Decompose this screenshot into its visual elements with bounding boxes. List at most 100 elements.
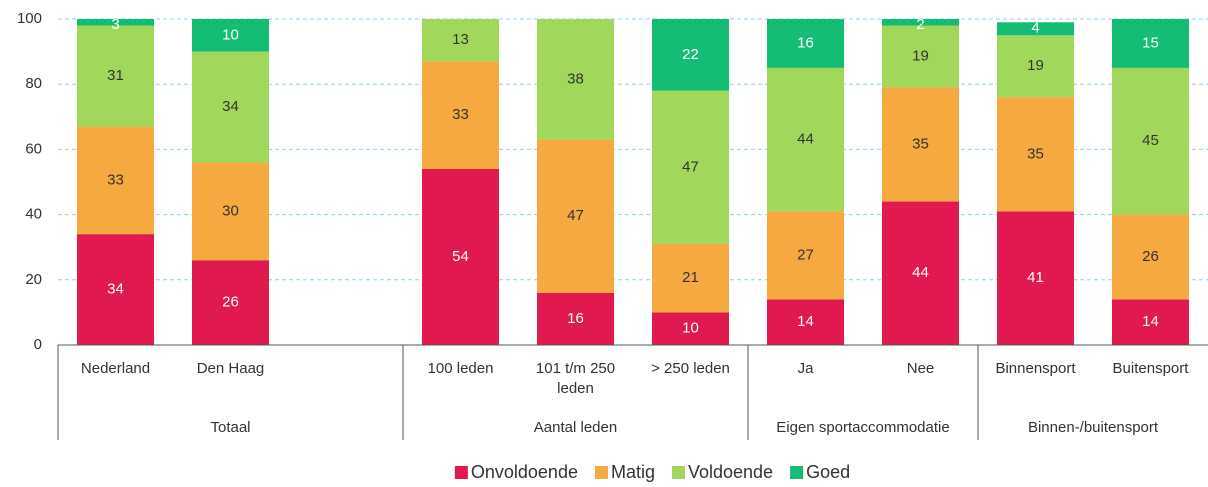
x-tick-label: Binnensport	[995, 360, 1076, 377]
value-label: 34	[222, 98, 239, 115]
x-tick-label: > 250 leden	[651, 360, 730, 377]
value-label: 15	[1142, 34, 1159, 51]
group-label: Aantal leden	[534, 419, 617, 436]
bar-segment	[77, 25, 154, 127]
value-label: 30	[222, 202, 239, 219]
value-label: 19	[912, 47, 929, 64]
value-label: 31	[107, 67, 124, 84]
legend-item: Matig	[594, 462, 655, 482]
bar-segment	[767, 19, 844, 68]
value-label: 33	[107, 171, 124, 188]
value-label: 44	[912, 264, 929, 281]
value-label: 2	[916, 16, 924, 33]
value-label: 41	[1027, 269, 1044, 286]
x-tick-label: Ja	[798, 360, 815, 377]
x-tick-label: Buitensport	[1113, 360, 1190, 377]
bar-segment	[652, 90, 729, 244]
bar-segment	[77, 234, 154, 345]
legend-label: Voldoende	[688, 462, 773, 482]
value-label: 35	[1027, 145, 1044, 162]
value-label: 47	[682, 158, 699, 175]
bars	[77, 19, 1189, 345]
x-tick-label: Nee	[907, 360, 935, 377]
y-tick-label: 20	[25, 271, 42, 288]
bar-segment	[1112, 214, 1189, 300]
bar-segment	[537, 292, 614, 345]
value-label: 26	[1142, 248, 1159, 265]
legend-label: Matig	[611, 462, 655, 482]
value-label: 13	[452, 31, 469, 48]
value-label: 47	[567, 207, 584, 224]
bar-segment	[1112, 19, 1189, 68]
bar-segment	[192, 51, 269, 163]
bar-segment	[997, 22, 1074, 36]
bar-segment	[537, 19, 614, 140]
value-label: 10	[682, 320, 699, 337]
value-label: 22	[682, 46, 699, 63]
value-label: 3	[111, 16, 119, 33]
value-label: 33	[452, 106, 469, 123]
bar-segment	[422, 61, 499, 169]
legend-label: Goed	[806, 462, 850, 482]
bar-segment	[537, 139, 614, 293]
group-label: Totaal	[210, 419, 250, 436]
bar-segment	[1112, 299, 1189, 345]
bar-segment	[882, 19, 959, 26]
y-tick-label: 80	[25, 75, 42, 92]
value-label: 27	[797, 246, 814, 263]
value-label: 4	[1031, 20, 1039, 37]
value-label: 45	[1142, 132, 1159, 149]
x-tick-label: Den Haag	[197, 360, 265, 377]
bar-segment	[77, 126, 154, 235]
bar-segment	[997, 97, 1074, 212]
value-label: 35	[912, 135, 929, 152]
bar-segment	[192, 162, 269, 261]
group-label: Binnen-/buitensport	[1028, 419, 1159, 436]
bar-segment	[192, 260, 269, 345]
value-label: 16	[567, 310, 584, 327]
bar-segment	[1112, 67, 1189, 215]
x-tick-label: 100 leden	[428, 360, 494, 377]
bar-segment	[882, 25, 959, 88]
bar-segment	[882, 87, 959, 202]
legend-item: Voldoende	[671, 462, 773, 482]
bar-segment	[192, 19, 269, 52]
bar-segment	[767, 299, 844, 345]
bar-segment	[997, 211, 1074, 345]
bar-segment	[77, 19, 154, 26]
value-label: 16	[797, 34, 814, 51]
legend-swatch	[671, 466, 685, 479]
bar-segment	[652, 19, 729, 91]
x-tick-label: 101 t/m 250 leden	[536, 360, 615, 397]
legend-item: Onvoldoende	[454, 462, 578, 482]
bar-segment	[882, 201, 959, 345]
bar-segment	[652, 243, 729, 313]
bar-segment	[767, 211, 844, 300]
labels: 0204060801003433313Nederland26303410Den …	[17, 10, 1208, 482]
bar-segment	[652, 312, 729, 345]
value-label: 14	[1142, 313, 1159, 330]
value-label: 19	[1027, 57, 1044, 74]
value-label: 38	[567, 70, 584, 87]
value-label: 34	[107, 281, 124, 298]
y-tick-label: 40	[25, 206, 42, 223]
legend-label: Onvoldoende	[471, 462, 578, 482]
value-label: 44	[797, 131, 814, 148]
y-tick-label: 0	[34, 336, 42, 353]
bar-segment	[422, 168, 499, 345]
bar-segment	[767, 67, 844, 212]
value-label: 21	[682, 269, 699, 286]
y-tick-label: 60	[25, 140, 42, 157]
group-label: Eigen sportaccommodatie	[776, 419, 949, 436]
legend-swatch	[790, 466, 804, 479]
value-label: 26	[222, 294, 239, 311]
bar-segment	[422, 19, 499, 62]
value-label: 10	[222, 26, 239, 43]
y-tick-label: 100	[17, 10, 42, 27]
value-label: 14	[797, 313, 814, 330]
bar-segment	[997, 35, 1074, 98]
legend-swatch	[454, 466, 468, 479]
legend-item: Goed	[790, 462, 850, 482]
x-tick-label: Nederland	[81, 360, 150, 377]
